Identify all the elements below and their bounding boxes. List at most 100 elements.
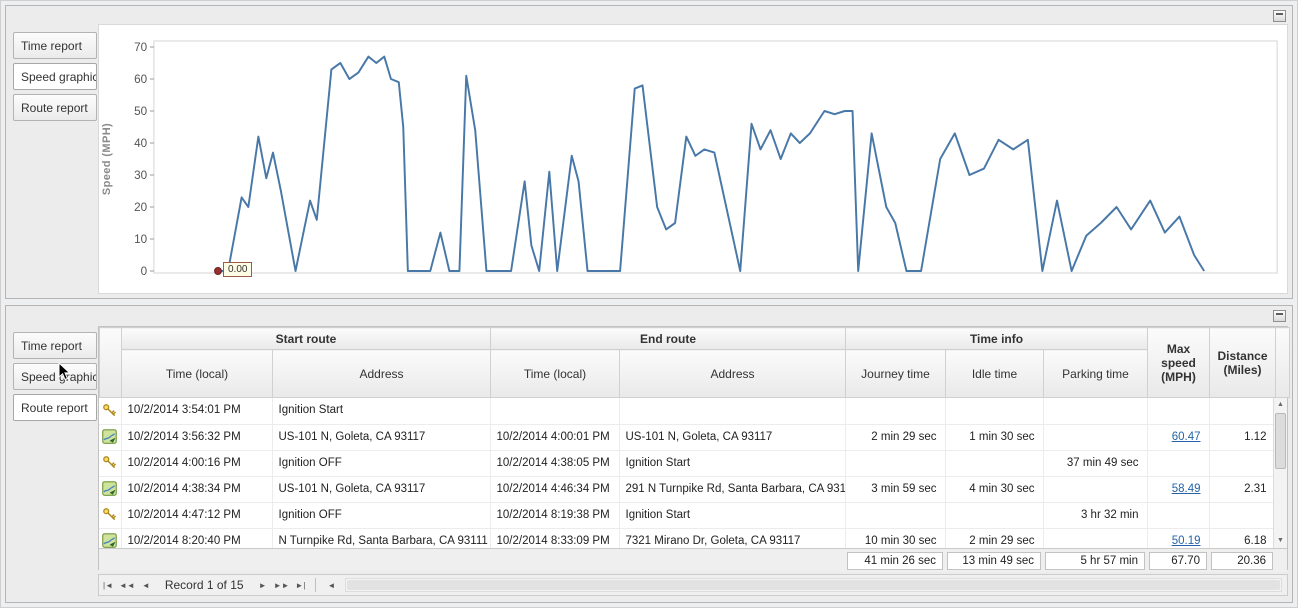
row-type-icon-cell: [99, 424, 122, 451]
end-time-cell: 10/2/2014 4:46:34 PM: [490, 476, 620, 503]
distance-cell: 2.31: [1209, 476, 1276, 503]
distance-column-header[interactable]: Distance (Miles): [1209, 327, 1276, 398]
tab-route-report[interactable]: Route report: [13, 94, 97, 121]
horizontal-scrollbar-thumb[interactable]: [347, 580, 1280, 590]
tab-route-report[interactable]: Route report: [13, 394, 97, 421]
end-time-cell: 10/2/2014 4:38:05 PM: [490, 450, 620, 477]
max-speed-column-header[interactable]: Max speed (MPH): [1147, 327, 1210, 398]
record-counter: Record 1 of 15: [164, 578, 244, 592]
max-speed-cell: [1147, 502, 1210, 529]
max-speed-link[interactable]: 60.47: [1171, 430, 1201, 443]
collapse-panel-button[interactable]: [1273, 10, 1286, 22]
start-time-cell: 10/2/2014 4:38:34 PM: [121, 476, 273, 503]
scroll-up-button[interactable]: ▲: [1277, 401, 1284, 408]
vertical-scrollbar-thumb[interactable]: [1275, 413, 1286, 469]
table-row[interactable]: 10/2/2014 4:47:12 PM Ignition OFF 10/2/2…: [99, 502, 1276, 529]
route-report-panel: Time report Speed graphic Route report: [5, 305, 1293, 603]
journey-time-cell: 3 min 59 sec: [845, 476, 946, 503]
start-address-cell: US-101 N, Goleta, CA 93117: [272, 476, 491, 503]
speed-line-chart: 0 10 20 30 40 50 60 70: [134, 40, 1278, 278]
start-address-cell: N Turnpike Rd, Santa Barbara, CA 93111: [272, 528, 491, 548]
journey-time-cell: [845, 450, 946, 477]
next-page-button[interactable]: ►►: [273, 580, 290, 590]
max-speed-cell: 58.49: [1147, 476, 1210, 503]
end-address-cell: Ignition Start: [619, 450, 846, 477]
start-time-cell: 10/2/2014 4:00:16 PM: [121, 450, 273, 477]
max-speed-cell: [1147, 398, 1210, 425]
speed-panel-tab-strip: Time report Speed graphic Route report: [13, 32, 97, 125]
journey-time-cell: [845, 502, 946, 529]
indicator-column-header: [99, 327, 122, 398]
vertical-scrollbar[interactable]: ▲ ▼: [1273, 398, 1287, 548]
journey-time-cell: 10 min 30 sec: [845, 528, 946, 548]
parking-time-column-header[interactable]: Parking time: [1043, 349, 1148, 398]
tab-time-report[interactable]: Time report: [13, 32, 97, 59]
parking-time-cell: [1043, 476, 1148, 503]
start-route-group-header[interactable]: Start route: [121, 327, 491, 350]
start-time-cell: 10/2/2014 8:20:40 PM: [121, 528, 273, 548]
route-map-icon: [102, 533, 118, 548]
y-axis-title: Speed (MPH): [101, 122, 113, 196]
max-speed-link[interactable]: 50.19: [1171, 534, 1201, 547]
svg-text:10: 10: [134, 232, 147, 246]
hscroll-left-button[interactable]: ◄: [327, 580, 336, 590]
route-report-grid: Start route End route Time info Max spee…: [98, 326, 1290, 572]
total-journey-time: 41 min 26 sec: [847, 552, 943, 570]
last-record-button[interactable]: ►|: [295, 580, 306, 590]
speed-chart: Speed (MPH) 0 10 20 30 40 50 60 70 0.00: [98, 24, 1288, 294]
distance-cell: [1209, 398, 1276, 425]
start-address-cell: Ignition OFF: [272, 502, 491, 529]
end-time-cell: 10/2/2014 4:00:01 PM: [490, 424, 620, 451]
ignition-key-icon: [102, 403, 117, 418]
table-row[interactable]: 10/2/2014 3:56:32 PM US-101 N, Goleta, C…: [99, 424, 1276, 451]
total-idle-time: 13 min 49 sec: [947, 552, 1041, 570]
summary-distance-cell: 20.36: [1209, 549, 1275, 572]
distance-cell: [1209, 502, 1276, 529]
row-type-icon-cell: [99, 502, 122, 529]
max-speed-cell: 50.19: [1147, 528, 1210, 548]
end-time-column-header[interactable]: Time (local): [490, 349, 620, 398]
ignition-key-icon: [102, 507, 117, 522]
tab-speed-graphic[interactable]: Speed graphic: [13, 363, 97, 390]
table-row[interactable]: 10/2/2014 4:38:34 PM US-101 N, Goleta, C…: [99, 476, 1276, 503]
tab-speed-graphic[interactable]: Speed graphic: [13, 63, 97, 90]
table-row[interactable]: 10/2/2014 3:54:01 PM Ignition Start: [99, 398, 1276, 425]
row-type-icon-cell: [99, 528, 122, 548]
route-map-icon: [102, 429, 118, 444]
end-route-group-header[interactable]: End route: [490, 327, 846, 350]
prev-page-button[interactable]: ◄◄: [119, 580, 135, 590]
max-speed-link[interactable]: 58.49: [1171, 482, 1201, 495]
idle-time-cell: 2 min 29 sec: [945, 528, 1044, 548]
route-table-body: 10/2/2014 3:54:01 PM Ignition Start: [99, 398, 1276, 548]
end-address-cell: US-101 N, Goleta, CA 93117: [619, 424, 846, 451]
ignition-key-icon: [102, 455, 117, 470]
start-time-column-header[interactable]: Time (local): [121, 349, 273, 398]
journey-time-column-header[interactable]: Journey time: [845, 349, 946, 398]
svg-text:0: 0: [141, 264, 148, 278]
idle-time-cell: [945, 502, 1044, 529]
next-record-button[interactable]: ►: [258, 580, 267, 590]
idle-time-column-header[interactable]: Idle time: [945, 349, 1044, 398]
scroll-down-button[interactable]: ▼: [1277, 537, 1284, 544]
route-table-header: Start route End route Time info Max spee…: [99, 327, 1290, 398]
tab-time-report[interactable]: Time report: [13, 332, 97, 359]
collapse-panel-button[interactable]: [1273, 310, 1286, 322]
summary-journey-cell: 41 min 26 sec: [845, 549, 945, 572]
chart-plot-area: 0 10 20 30 40 50 60 70: [113, 31, 1283, 287]
table-row[interactable]: 10/2/2014 4:00:16 PM Ignition OFF 10/2/2…: [99, 450, 1276, 477]
svg-text:20: 20: [134, 200, 147, 214]
idle-time-cell: 4 min 30 sec: [945, 476, 1044, 503]
prev-record-button[interactable]: ◄: [141, 580, 150, 590]
row-type-icon-cell: [99, 476, 122, 503]
max-speed-cell: 60.47: [1147, 424, 1210, 451]
svg-text:50: 50: [134, 104, 147, 118]
table-row[interactable]: 10/2/2014 8:20:40 PM N Turnpike Rd, Sant…: [99, 528, 1276, 548]
end-address-column-header[interactable]: Address: [619, 349, 846, 398]
first-record-button[interactable]: |◄: [103, 580, 113, 590]
start-address-cell: Ignition Start: [272, 398, 491, 425]
time-info-group-header[interactable]: Time info: [845, 327, 1148, 350]
horizontal-scrollbar[interactable]: [345, 578, 1282, 592]
row-type-icon-cell: [99, 398, 122, 425]
start-address-column-header[interactable]: Address: [272, 349, 491, 398]
header-filler: [1275, 327, 1290, 398]
